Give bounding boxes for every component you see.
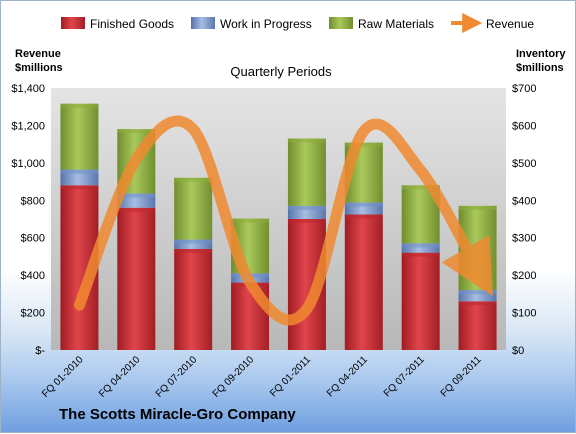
legend-swatch-raw-materials: [329, 17, 353, 29]
bar-cap-finished-goods: [174, 248, 213, 253]
left-axis-tick-label: $1,000: [11, 158, 45, 170]
bar-finished-goods: [174, 248, 213, 350]
x-axis-tick-label: FQ 07-2010: [154, 354, 200, 400]
bar-finished-goods: [458, 301, 497, 350]
bar-cap-work-in-progress: [344, 202, 383, 207]
bar-cap-finished-goods: [458, 301, 497, 306]
x-axis-tick-label: FQ 09-2010: [211, 354, 257, 400]
legend-item-work-in-progress: Work in Progress: [191, 17, 312, 31]
legend-swatch-work-in-progress: [191, 17, 215, 29]
bar-cap-work-in-progress: [401, 243, 440, 248]
x-axis-tick-label: FQ 04-2011: [325, 354, 370, 399]
left-axis-tick-label: $1,200: [11, 120, 45, 132]
bars-layer: [60, 103, 497, 350]
right-axis-title-line1: Inventory: [516, 48, 566, 60]
bar-work-in-progress: [401, 243, 440, 253]
legend: Finished Goods Work in Progress Raw Mate…: [61, 13, 534, 33]
bar-cap-finished-goods: [60, 185, 99, 190]
bar-raw-materials: [287, 138, 326, 206]
revenue-line-layer: [73, 115, 493, 326]
left-axis-title-line2: $millions: [15, 62, 63, 74]
bar-cap-finished-goods: [344, 214, 383, 219]
bar-cap-work-in-progress: [60, 169, 99, 174]
left-axis-tick-label: $400: [21, 270, 45, 282]
legend-label-work-in-progress: Work in Progress: [220, 17, 312, 31]
bar-cap-work-in-progress: [287, 205, 326, 210]
bar-work-in-progress: [344, 202, 383, 215]
left-axis-tick-label: $-: [35, 345, 45, 357]
bar-cap-finished-goods: [401, 252, 440, 257]
legend-item-finished-goods: Finished Goods: [61, 17, 174, 31]
x-axis-tick-label: FQ 07-2011: [382, 354, 427, 399]
x-axis-tick-label: FQ 01-2011: [268, 354, 313, 399]
left-axis-title-line1: Revenue: [15, 48, 61, 60]
x-axis-tick-label: FQ 01-2010: [40, 354, 86, 400]
chart-title: Quarterly Periods: [230, 64, 332, 79]
bar-cap-raw-materials: [344, 142, 383, 147]
left-axis-tick-label: $200: [21, 308, 45, 320]
bar-cap-raw-materials: [401, 185, 440, 190]
legend-swatch-finished-goods: [61, 17, 85, 29]
left-axis-tick-label: $1,400: [11, 83, 45, 95]
bar-cap-raw-materials: [287, 138, 326, 143]
bar-raw-materials: [174, 177, 213, 240]
left-axis-ticks: $- $200 $400 $600 $800 $1,000 $1,200 $1,400: [11, 83, 45, 357]
right-axis-title-line2: $millions: [516, 62, 564, 74]
legend-label-finished-goods: Finished Goods: [90, 17, 174, 31]
x-axis-tick-label: FQ 04-2010: [97, 354, 143, 400]
bar-cap-raw-materials: [117, 129, 156, 134]
right-axis-tick-label: $600: [512, 120, 536, 132]
right-axis-tick-label: $200: [512, 270, 536, 282]
x-axis-tick-label: FQ 09-2011: [439, 354, 484, 399]
bar-cap-work-in-progress: [117, 193, 156, 198]
bar-finished-goods: [344, 214, 383, 350]
legend-item-raw-materials: Raw Materials: [329, 17, 434, 31]
bar-cap-raw-materials: [60, 103, 99, 108]
bar-cap-work-in-progress: [174, 239, 213, 244]
bar-work-in-progress: [174, 239, 213, 249]
bar-cap-finished-goods: [117, 207, 156, 212]
right-axis-tick-label: $500: [512, 158, 536, 170]
bar-finished-goods: [401, 252, 440, 350]
bar-raw-materials: [60, 103, 99, 170]
x-axis-ticks: FQ 01-2010 FQ 04-2010 FQ 07-2010 FQ 09-2010…: [40, 354, 484, 400]
left-axis-tick-label: $600: [21, 233, 45, 245]
right-axis-tick-label: $0: [512, 345, 524, 357]
bar-cap-work-in-progress: [458, 290, 497, 295]
bar-cap-raw-materials: [174, 177, 213, 182]
bar-finished-goods: [117, 207, 156, 350]
right-axis-tick-label: $400: [512, 195, 536, 207]
revenue-line: [73, 115, 493, 326]
right-axis-ticks: $0 $100 $200 $300 $400 $500 $600 $700: [512, 83, 536, 357]
bar-cap-raw-materials: [458, 205, 497, 210]
right-axis-tick-label: $300: [512, 233, 536, 245]
legend-label-raw-materials: Raw Materials: [358, 17, 434, 31]
right-axis-tick-label: $100: [512, 308, 536, 320]
legend-label-revenue: Revenue: [486, 17, 534, 31]
company-name: The Scotts Miracle-Gro Company: [59, 406, 296, 423]
right-axis-tick-label: $700: [512, 83, 536, 95]
bar-cap-raw-materials: [231, 218, 270, 223]
legend-item-revenue: Revenue: [451, 13, 534, 33]
left-axis-tick-label: $800: [21, 195, 45, 207]
bar-cap-finished-goods: [287, 219, 326, 223]
